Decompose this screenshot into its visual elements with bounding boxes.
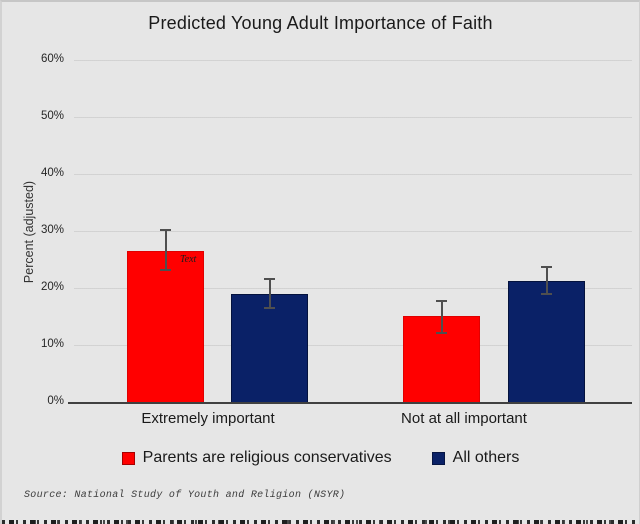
y-tick-label: 30% (40, 224, 64, 236)
y-tick-label: 40% (40, 167, 64, 179)
error-bar-cap (160, 229, 171, 232)
error-bar-cap (264, 278, 275, 281)
error-bar-cap (436, 299, 447, 302)
bar-annotation: Text (180, 254, 197, 265)
y-tick-label: 60% (40, 53, 64, 65)
error-bar-cap (264, 307, 275, 310)
cropped-text-strip (2, 520, 639, 524)
legend-item-parents-religious-conservatives: Parents are religious conservatives (121, 449, 392, 467)
error-bar-cap (160, 269, 171, 272)
legend-label: All others (452, 449, 520, 466)
gridline (74, 231, 632, 233)
error-bar-cap (541, 266, 552, 269)
x-category-label-not-at-all-important: Not at all important (401, 410, 527, 427)
bar-navy-cat0 (231, 294, 308, 403)
error-bar-cap (436, 332, 447, 335)
error-bar (440, 300, 443, 334)
x-axis-line (68, 402, 632, 404)
x-category-label-extremely-important: Extremely important (141, 410, 275, 427)
y-tick-label: 10% (40, 338, 64, 350)
legend-swatch-navy (431, 451, 445, 465)
error-bar-cap (541, 293, 552, 296)
gridline (74, 174, 632, 176)
bar-red-cat0 (127, 251, 204, 403)
chart-title: Predicted Young Adult Importance of Fait… (148, 13, 493, 33)
y-tick-label: 20% (40, 281, 64, 293)
gridline (74, 288, 632, 290)
legend-swatch-red (121, 451, 135, 465)
error-bar (268, 279, 271, 309)
legend: Parents are religious conservatives All … (2, 449, 639, 467)
y-tick-label: 0% (47, 395, 64, 407)
gridline (74, 345, 632, 347)
error-bar (545, 267, 548, 295)
bar-navy-cat1 (508, 281, 585, 403)
plot-area: Text (68, 60, 632, 404)
y-tick-label: 50% (40, 110, 64, 122)
gridline (74, 117, 632, 119)
error-bar (164, 230, 167, 271)
legend-item-all-others: All others (431, 449, 520, 467)
gridline (74, 60, 632, 62)
legend-label: Parents are religious conservatives (142, 449, 392, 466)
source-note: Source: National Study of Youth and Reli… (24, 490, 346, 501)
